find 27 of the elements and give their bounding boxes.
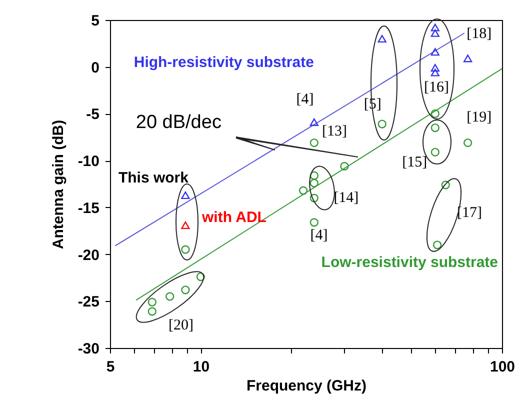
y-tick-label: 0 (91, 59, 100, 76)
annotation: [15] (402, 154, 428, 171)
x-tick-label: 100 (490, 358, 516, 376)
annotation: [19] (466, 110, 492, 126)
annotation: [14] (334, 190, 359, 206)
annotation: [13] (322, 124, 347, 140)
series-label: Low-resistivity substrate (321, 254, 498, 271)
y-tick-label: -25 (78, 294, 100, 311)
annotation: This work (118, 169, 190, 186)
y-tick-label: -10 (78, 153, 100, 170)
y-axis-title: Antenna gain (dB) (50, 120, 67, 250)
y-tick-label: -30 (78, 340, 100, 358)
series-label: with ADL (201, 208, 266, 226)
y-tick-label: -20 (78, 246, 100, 264)
x-tick-label: 10 (192, 358, 210, 376)
y-tick-label: -5 (86, 106, 100, 124)
text: High-resistivity substrate (134, 54, 314, 72)
y-tick-label: 5 (91, 12, 100, 30)
y-tick-label: -15 (78, 200, 100, 217)
x-tick-label: 5 (106, 358, 115, 376)
annotation: 20 dB/dec (136, 112, 222, 134)
annotation: [18] (466, 26, 492, 42)
annotation: [4] (310, 228, 328, 244)
annotation: [4] (296, 92, 314, 108)
annotation: [20] (168, 318, 194, 334)
x-axis-title: Frequency (GHz) (246, 378, 367, 394)
annotation: [16] (424, 80, 449, 96)
